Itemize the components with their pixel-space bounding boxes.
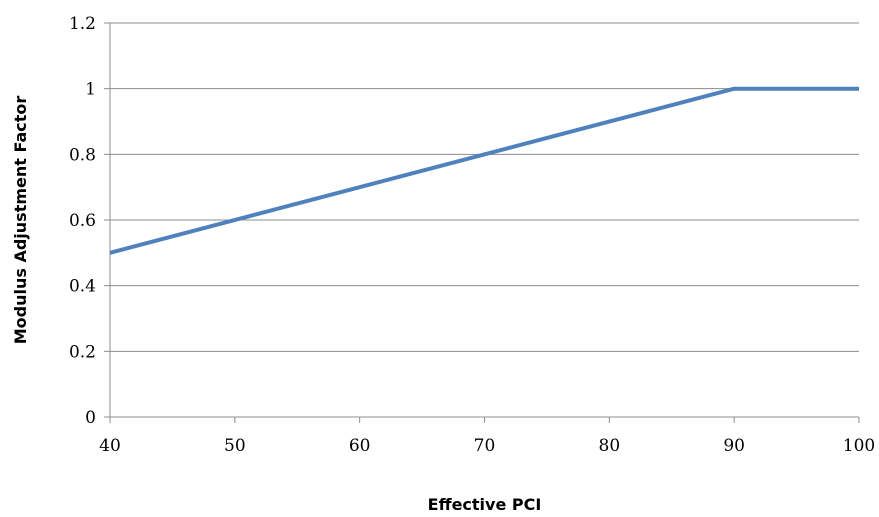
y-tick-label: 1.2 xyxy=(69,14,96,34)
x-tick-label: 60 xyxy=(349,436,371,456)
y-axis-title: Modulus Adjustment Factor xyxy=(11,96,30,345)
x-axis-title: Effective PCI xyxy=(428,495,542,514)
x-tick-labels: 40 50 60 70 80 90 100 xyxy=(99,417,875,456)
y-tick-label: 1 xyxy=(85,80,96,100)
x-tick-label: 100 xyxy=(843,436,875,456)
x-tick-label: 80 xyxy=(599,436,621,456)
y-tick-label: 0.6 xyxy=(69,211,96,231)
grid-layer xyxy=(110,22,859,352)
x-tick-label: 40 xyxy=(99,436,121,456)
series-layer xyxy=(109,86,859,255)
x-tick-label: 70 xyxy=(474,436,496,456)
y-tick-label: 0.8 xyxy=(69,145,96,165)
y-tick-label: 0.4 xyxy=(69,277,96,297)
x-tick-label: 50 xyxy=(224,436,246,456)
x-tick-label: 90 xyxy=(723,436,745,456)
y-tick-labels: 0 0.2 0.4 0.6 0.8 1 1.2 xyxy=(69,14,110,428)
y-tick-label: 0.2 xyxy=(69,342,96,362)
series-line-0 xyxy=(109,86,859,255)
y-tick-label: 0 xyxy=(85,408,96,428)
